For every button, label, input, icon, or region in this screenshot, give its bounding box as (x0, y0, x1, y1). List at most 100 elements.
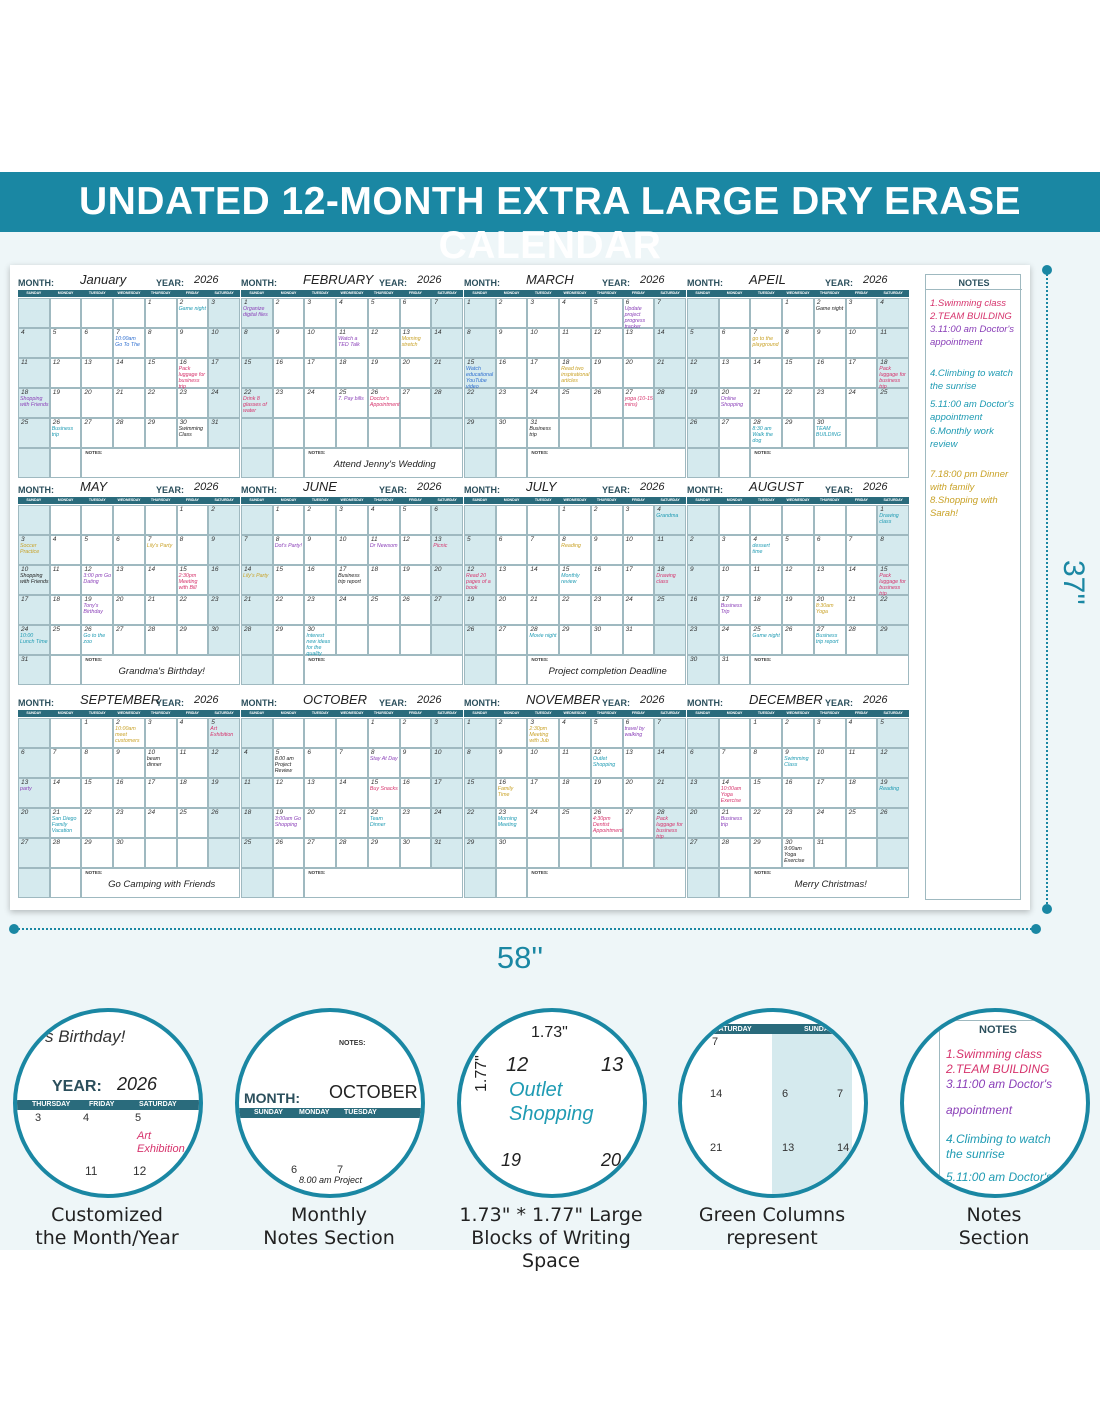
weekday-label: THURSDAY (150, 711, 171, 715)
day-number: 8 (562, 536, 566, 543)
header-bar (241, 497, 463, 504)
year-value: 2026 (863, 694, 888, 706)
day-cell: 19 (49, 388, 82, 418)
day-number: 21 (721, 809, 729, 816)
day-cell (431, 418, 463, 448)
day-cell: 22 (81, 808, 114, 838)
day-number: 19 (593, 779, 602, 786)
day-cell: 8 (272, 535, 305, 565)
day-cell: 29 (877, 625, 909, 655)
weekday-label: SUNDAY (249, 498, 265, 502)
day-cell (241, 868, 273, 898)
day-number: 14 (657, 329, 665, 336)
weekday-label: THURSDAY (819, 498, 840, 502)
day-cell: 5 (49, 328, 82, 358)
day-cell: 20 (495, 595, 528, 625)
day-number: 13 (434, 536, 442, 543)
weekday-label: FRIDAY (854, 711, 868, 715)
day-cell: 1 (367, 718, 400, 748)
day-cell: 9 (272, 328, 305, 358)
day-cell (431, 625, 463, 655)
day-number: 6 (625, 719, 630, 726)
day-number: 20 (498, 596, 506, 603)
event-text: Reading (561, 543, 581, 549)
dim-dot (9, 924, 19, 934)
day-number: 28 (339, 839, 347, 846)
day-number: 28 (848, 626, 856, 633)
day-number: 29 (467, 419, 475, 426)
day-cell: 9 (399, 748, 432, 778)
day-number: 2 (816, 299, 821, 306)
day-number: 22 (562, 596, 570, 603)
day-cell (877, 838, 909, 868)
day-cell: 27 (813, 625, 846, 655)
day-number: 23 (307, 596, 315, 603)
zoom-text: 5 (135, 1112, 142, 1124)
zoom-text: 13 (601, 1054, 624, 1076)
day-cell: 13 (304, 778, 337, 808)
day-cell: 17 (336, 565, 368, 595)
feature-circle: s Birthday! YEAR: 2026 THURSDAY FRIDAY SATURD… (13, 1008, 203, 1198)
day-cell: 3 (813, 718, 846, 748)
day-cell: 3 (431, 718, 463, 748)
day-cell: 21 (654, 358, 686, 388)
header-bar (18, 710, 240, 717)
day-cell: 10 (144, 748, 177, 778)
day-cell (49, 448, 82, 478)
day-number: 31 (721, 656, 729, 663)
day-number: 29 (370, 839, 379, 846)
event-text: Buy Snacks (369, 786, 398, 792)
day-cell: 28 (241, 625, 273, 655)
weekday-label: SATURDAY (883, 711, 903, 715)
day-number: 5 (275, 749, 280, 756)
day-cell (49, 868, 82, 898)
day-cell: 8 (877, 535, 909, 565)
event-text: go to the playground (752, 336, 779, 348)
header-bar (464, 290, 686, 297)
weekday-label: TUESDAY (88, 498, 106, 502)
day-cell (208, 838, 240, 868)
weekday-label: SATURDAY (214, 711, 234, 715)
day-cell (241, 655, 273, 685)
year-value: 2026 (640, 481, 665, 493)
day-cell: 18 (877, 358, 909, 388)
day-cell: 7 (113, 328, 145, 358)
day-cell: 27 (431, 595, 463, 625)
day-cell: 6 (304, 748, 337, 778)
day-number: 22 (880, 596, 888, 603)
month-label: MONTH: (464, 485, 500, 495)
day-number: 16 (275, 359, 283, 366)
day-cell (81, 505, 114, 535)
day-number: 8 (753, 749, 758, 756)
day-cell (559, 418, 591, 448)
day-cell (718, 718, 751, 748)
day-number: 27 (434, 596, 442, 603)
day-cell: 5 (782, 535, 814, 565)
weekday-label: FRIDAY (854, 498, 868, 502)
zoom-text: MONTH: (244, 1090, 300, 1106)
month-note: Project completion Deadline (548, 666, 667, 677)
day-cell: 21 (144, 595, 177, 625)
day-number: 17 (147, 779, 156, 786)
weekday-label: THURSDAY (819, 711, 840, 715)
zoom-text: TUESDAY (344, 1109, 377, 1116)
notes-label: NOTES: (531, 450, 549, 455)
day-number: 30 (690, 656, 698, 663)
day-cell: 26 (81, 625, 114, 655)
day-cell: 5 (367, 298, 400, 328)
day-cell: 26 (49, 418, 82, 448)
day-cell: 25 (49, 625, 82, 655)
event-text: Pack luggage for business trip (879, 573, 906, 597)
day-number: 22 (84, 809, 92, 816)
day-cell: 19 (687, 388, 719, 418)
day-cell: 31 (208, 418, 240, 448)
day-cell: 22 (782, 388, 814, 418)
event-text: Business trip report (815, 633, 839, 645)
day-number: 23 (402, 809, 410, 816)
day-cell: 18 (18, 388, 50, 418)
day-number: 6 (21, 749, 25, 756)
day-cell: 29 (464, 418, 496, 448)
day-number: 4 (370, 506, 375, 513)
day-cell (49, 505, 82, 535)
day-cell: 4 (367, 505, 400, 535)
